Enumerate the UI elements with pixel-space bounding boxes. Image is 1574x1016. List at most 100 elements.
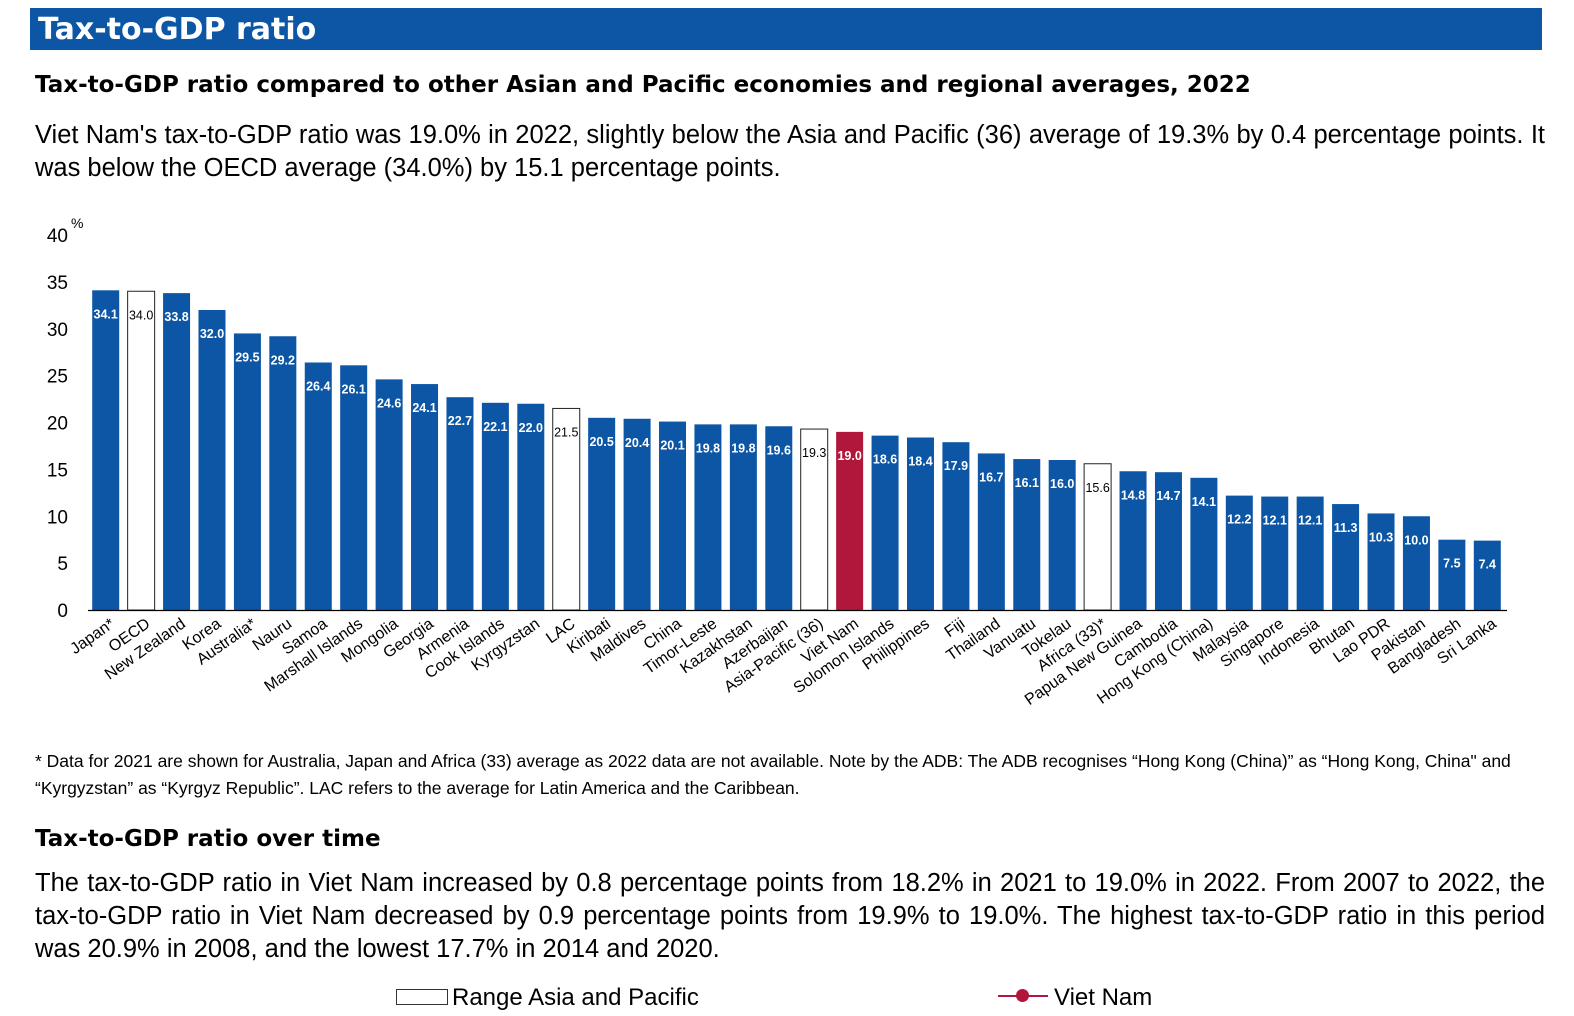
bar [659, 421, 687, 610]
bar [1225, 495, 1253, 610]
bar [836, 431, 864, 610]
bar [871, 435, 899, 610]
bar [1402, 516, 1430, 610]
bar [694, 424, 722, 610]
bar [1261, 496, 1289, 610]
bar-value-label: 12.1 [1298, 514, 1322, 528]
bar-value-label: 20.5 [589, 435, 613, 449]
time-section-heading: Tax-to-GDP ratio over time [35, 826, 381, 852]
bar [375, 379, 403, 610]
bar [198, 310, 226, 610]
time-section-paragraph: The tax-to-GDP ratio in Viet Nam increas… [35, 869, 1545, 963]
bar-value-label: 19.3 [802, 446, 826, 460]
chart-heading: Tax-to-GDP ratio compared to other Asian… [35, 72, 1251, 98]
bar-value-label: 34.1 [94, 307, 118, 321]
bar-value-label: 18.4 [908, 455, 932, 469]
bar [1296, 496, 1324, 610]
bar [588, 417, 616, 610]
bar-value-label: 22.0 [519, 421, 543, 435]
bar-value-label: 22.1 [483, 420, 507, 434]
bar [163, 293, 191, 610]
bar-value-label: 10.0 [1404, 533, 1428, 547]
bar [552, 407, 581, 611]
bar-value-label: 26.1 [342, 382, 366, 396]
bar [92, 290, 120, 610]
bar-value-label: 14.1 [1192, 495, 1216, 509]
y-axis-unit: % [71, 215, 83, 231]
bar-value-label: 22.7 [448, 414, 472, 428]
bar [942, 442, 970, 610]
bar-value-label: 14.7 [1156, 489, 1180, 503]
bar-value-label: 19.6 [767, 443, 791, 457]
bar-value-label: 19.0 [837, 449, 861, 463]
bar [127, 290, 156, 611]
legend-range-swatch [396, 989, 448, 1005]
bar [1119, 471, 1147, 610]
bar [1438, 539, 1466, 610]
bar [517, 403, 545, 610]
y-tick-label: 15 [47, 460, 68, 481]
y-tick-label: 5 [57, 554, 68, 575]
bar [411, 384, 439, 610]
bar-value-label: 20.1 [660, 439, 684, 453]
bar [1048, 460, 1076, 610]
bar [800, 428, 829, 611]
bar-value-label: 19.8 [731, 441, 755, 455]
bar [1083, 463, 1112, 611]
bar-value-label: 18.6 [873, 453, 897, 467]
bar [304, 362, 332, 610]
bar [1154, 472, 1182, 610]
bar-value-label: 21.5 [554, 425, 578, 439]
bar [340, 365, 368, 610]
section-banner: Tax-to-GDP ratio [30, 8, 1542, 50]
bar-value-label: 14.8 [1121, 488, 1145, 502]
bar-value-label: 33.8 [164, 310, 188, 324]
bar [1190, 477, 1218, 610]
chart-summary-paragraph: Viet Nam's tax-to-GDP ratio was 19.0% in… [35, 121, 1545, 182]
x-category-label: Japan* [67, 615, 118, 658]
y-tick-label: 40 [47, 226, 68, 247]
bar-value-label: 11.3 [1334, 521, 1358, 535]
bar-value-label: 7.5 [1443, 557, 1460, 571]
bar-value-label: 24.6 [377, 396, 401, 410]
bar [233, 333, 261, 610]
bar-value-label: 24.1 [412, 401, 436, 415]
bar-value-label: 29.5 [235, 350, 259, 364]
bar-value-label: 7.4 [1479, 558, 1496, 572]
bar-value-label: 16.1 [1015, 476, 1039, 490]
legend-vietnam-dot [1016, 989, 1029, 1002]
bar-value-label: 34.0 [129, 308, 153, 322]
bar-value-label: 17.9 [944, 459, 968, 473]
legend-range-label: Range Asia and Pacific [452, 984, 699, 1011]
bar-value-label: 26.4 [306, 380, 330, 394]
bar-value-label: 20.4 [625, 436, 649, 450]
bar [481, 402, 509, 610]
bar-value-label: 10.3 [1369, 530, 1393, 544]
y-tick-label: 10 [47, 507, 68, 528]
bar-value-label: 29.2 [271, 353, 295, 367]
bar [765, 426, 793, 610]
y-tick-label: 0 [57, 601, 68, 622]
bar-value-label: 12.1 [1263, 514, 1287, 528]
bar [977, 453, 1005, 610]
chart-footnote: * Data for 2021 are shown for Australia,… [35, 751, 1511, 798]
bar-value-label: 12.2 [1227, 513, 1251, 527]
bar [729, 424, 757, 610]
bar [1473, 540, 1501, 610]
y-tick-label: 25 [47, 367, 68, 388]
tax-to-gdp-bar-chart: 0510152025303540%34.1Japan*34.0OECD33.8N… [47, 215, 1507, 709]
bar [1367, 513, 1395, 610]
bar [1013, 459, 1041, 610]
bar-value-label: 19.8 [696, 441, 720, 455]
bar-value-label: 16.0 [1050, 477, 1074, 491]
y-tick-label: 20 [47, 414, 68, 435]
bar-value-label: 16.7 [979, 470, 1003, 484]
legend-vietnam-label: Viet Nam [1054, 984, 1153, 1011]
bar-value-label: 15.6 [1085, 481, 1109, 495]
banner-title: Tax-to-GDP ratio [38, 12, 317, 47]
y-tick-label: 30 [47, 320, 68, 341]
bar [269, 336, 297, 610]
bar [623, 418, 651, 610]
bar [906, 437, 934, 610]
bar [1332, 504, 1360, 610]
